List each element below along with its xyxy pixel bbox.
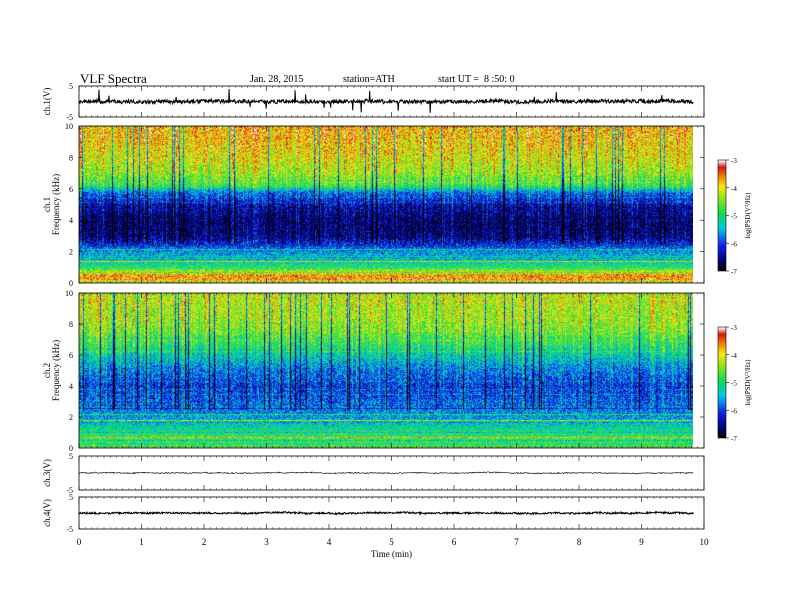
x-tick-label: 7 <box>514 537 519 547</box>
ch1-spectrogram-ytick-label: 4 <box>69 216 73 225</box>
x-tick-label: 9 <box>639 537 644 547</box>
ch1-spectrogram-colorbar-tick-label: -4 <box>731 185 737 193</box>
ch3-waveform-ytick-label: 5 <box>69 452 73 461</box>
ch1-waveform-ytick-label: 5 <box>69 82 73 91</box>
x-tick-label: 5 <box>389 537 394 547</box>
x-tick-label: 10 <box>700 537 710 547</box>
ch2-spectrogram-colorbar-tick-label: -7 <box>731 435 737 443</box>
ch1-spectrogram-ytick-label: 0 <box>69 279 73 288</box>
ch1-spectrogram-colorbar-tick-label: -7 <box>731 268 737 276</box>
ch2-spectrogram-colorbar-tick-label: -3 <box>731 324 737 332</box>
x-axis-label: Time (min) <box>371 549 412 559</box>
ch1-spectrogram-ytick-label: 8 <box>69 153 73 162</box>
ch3-waveform-trace <box>78 471 694 475</box>
ch2-spectrogram-ytick-label: 10 <box>65 289 73 298</box>
ch3-waveform-ylabel: ch.3(V) <box>42 459 52 487</box>
ch1-waveform-ytick-label: -5 <box>66 113 73 122</box>
ch4-waveform-ytick-label: -5 <box>66 525 73 534</box>
x-tick-label: 8 <box>577 537 582 547</box>
ch2-spectrogram-colorbar-tick-label: -6 <box>731 407 737 415</box>
x-tick-label: 3 <box>264 537 269 547</box>
ch4-waveform-ylabel: ch.4(V) <box>42 499 52 527</box>
start-time-label: start UT = 8 :50: 0 <box>438 74 515 85</box>
ch2-spectrogram-colorbar-tick-label: -4 <box>731 352 737 360</box>
ch4-waveform-trace <box>78 510 694 516</box>
ch3-waveform-ytick-label: -5 <box>66 486 73 495</box>
ch2-spectrogram-colorbar-gradient <box>718 327 726 438</box>
ch2-spectrogram-ylabel-frequency: Frequency (kHz) <box>51 340 61 401</box>
x-tick-label: 2 <box>202 537 207 547</box>
ch1-spectrogram-colorbar-tick-label: -5 <box>731 213 737 221</box>
ch3-waveform-frame <box>78 455 705 491</box>
ch1-spectrogram-colorbar-tick-label: -3 <box>731 157 737 165</box>
ch2-spectrogram-ytick-label: 6 <box>69 351 73 360</box>
ch1-waveform-frame <box>78 85 705 118</box>
ch1-spectrogram-colorbar-label: log(PSD(V²/Hz) <box>744 192 752 239</box>
ch1-spectrogram-ytick-label: 2 <box>69 248 73 257</box>
x-tick-label: 6 <box>452 537 457 547</box>
ch1-spectrogram-ytick-label: 10 <box>65 122 73 131</box>
x-tick-label: 0 <box>77 537 82 547</box>
ch1-spectrogram-image <box>79 126 693 283</box>
ch2-spectrogram-ylabel-channel: ch.2 <box>42 363 52 378</box>
ch2-spectrogram-frame <box>78 292 705 449</box>
ch1-spectrogram-ytick-label: 6 <box>69 185 73 194</box>
ch2-spectrogram-ytick-label: 4 <box>69 382 73 391</box>
x-tick-label: 4 <box>327 537 332 547</box>
x-tick-label: 1 <box>139 537 144 547</box>
ch1-spectrogram-colorbar-tick-label: -6 <box>731 240 737 248</box>
ch4-waveform-ytick-label: 5 <box>69 493 73 502</box>
ch1-waveform-ylabel: ch.1(V) <box>42 88 52 116</box>
ch2-spectrogram-image <box>79 293 693 448</box>
ch1-spectrogram-ylabel-channel: ch.1 <box>42 197 52 212</box>
ch2-spectrogram-ytick-label: 0 <box>69 444 73 453</box>
station-label: station=ATH <box>343 74 395 85</box>
ch1-waveform-trace <box>78 88 694 113</box>
ch1-spectrogram-colorbar-gradient <box>718 160 726 271</box>
ch2-spectrogram-colorbar-label: log(PSD(V²/Hz) <box>744 359 752 406</box>
ch1-spectrogram-ylabel-frequency: Frequency (kHz) <box>51 174 61 235</box>
ch1-spectrogram-frame <box>78 125 705 284</box>
ch4-waveform-frame <box>78 496 705 530</box>
recording-date: Jan. 28, 2015 <box>250 74 304 85</box>
chart-title: VLF Spectra <box>80 71 147 86</box>
ch2-spectrogram-ytick-label: 8 <box>69 320 73 329</box>
ch2-spectrogram-ytick-label: 2 <box>69 413 73 422</box>
ch2-spectrogram-colorbar-tick-label: -5 <box>731 380 737 388</box>
